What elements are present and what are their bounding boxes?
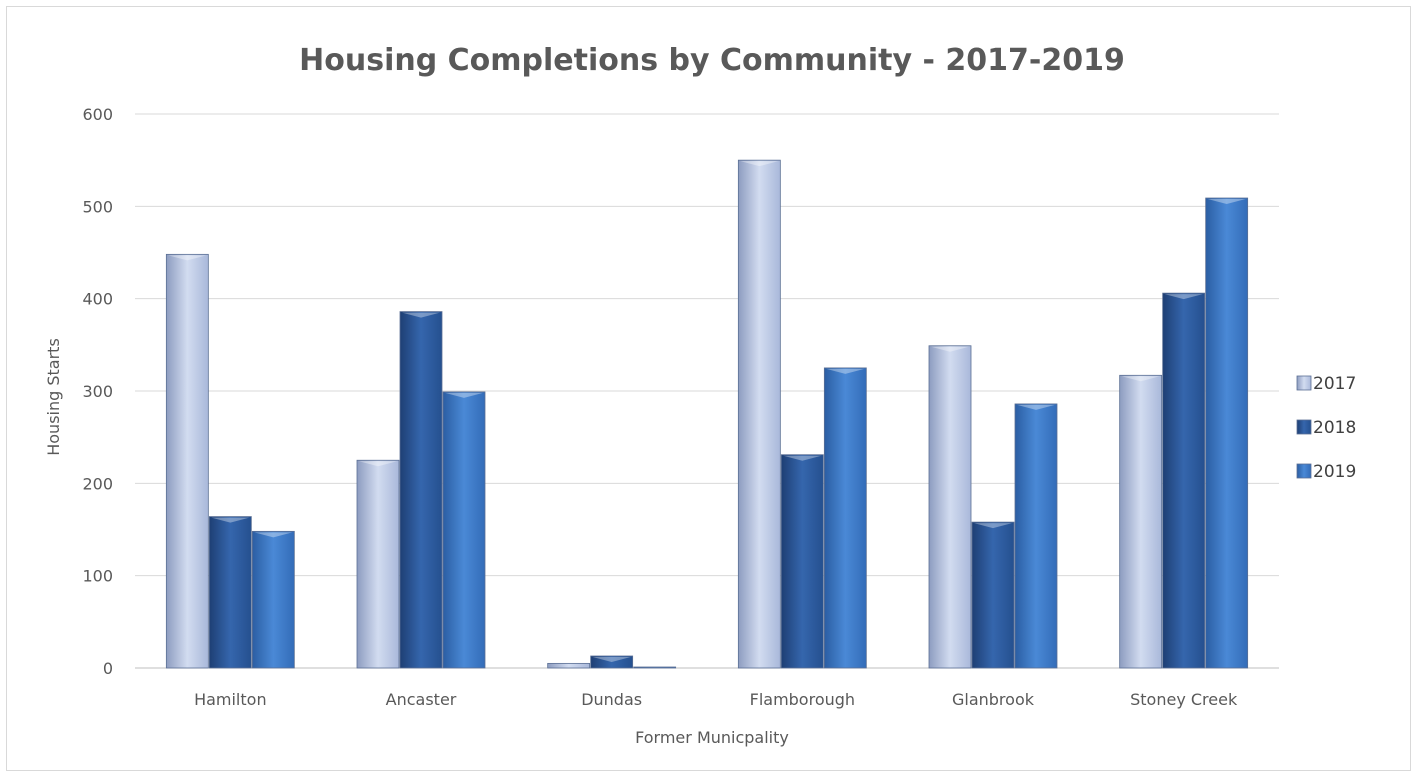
bar-glanbrook-2017 (928, 345, 972, 669)
legend: 2017 2018 2019 (1296, 374, 1356, 482)
bar (633, 666, 677, 669)
bar (442, 391, 486, 669)
bar-dundas-2017 (547, 662, 591, 669)
chart-title: Housing Completions by Community - 2017-… (299, 43, 1125, 78)
y-axis-title: Housing Starts (44, 338, 63, 456)
bar (823, 367, 867, 669)
bar-bevel (826, 368, 865, 374)
bar-bevel (254, 532, 293, 538)
legend-swatch (1296, 463, 1312, 479)
bar-dundas-2019 (633, 666, 677, 669)
y-axis-ticks: 0 100 200 300 400 500 600 (82, 105, 113, 678)
bar-stoney-creek-2019 (1205, 197, 1249, 669)
y-tick-label: 600 (82, 105, 113, 124)
bar-bevel (211, 517, 250, 523)
bar-bevel (359, 461, 397, 467)
legend-label: 2019 (1313, 462, 1356, 482)
x-tick-label: Glanbrook (952, 690, 1035, 709)
bar (1162, 292, 1206, 669)
x-axis-ticks: Hamilton Ancaster Dundas Flamborough Glanbro… (194, 690, 1238, 709)
x-tick-label: Hamilton (194, 690, 267, 709)
y-tick-label: 300 (82, 382, 113, 401)
bar (780, 454, 824, 669)
bar-stoney-creek-2017 (1119, 374, 1163, 669)
bar (165, 253, 209, 669)
bar-bevel (168, 255, 207, 261)
legend-item-2019: 2019 (1296, 462, 1356, 482)
bar (208, 516, 252, 669)
legend-item-2017: 2017 (1296, 374, 1356, 394)
bar-bevel (783, 455, 822, 461)
x-axis-title: Former Municpality (635, 728, 789, 747)
x-tick-label: Ancaster (386, 690, 457, 709)
x-tick-label: Dundas (581, 690, 642, 709)
bar-flamborough-2018 (780, 454, 824, 669)
chart-frame: Housing Completions by Community - 2017-… (6, 6, 1411, 771)
bar (737, 159, 781, 669)
bar-bevel (740, 161, 779, 167)
bar (356, 459, 400, 669)
bar (971, 521, 1015, 669)
legend-swatch (1296, 419, 1312, 435)
bar-hamilton-2017 (165, 253, 209, 669)
x-tick-label: Flamborough (750, 690, 855, 709)
bar (1014, 403, 1058, 669)
bar-glanbrook-2018 (971, 521, 1015, 669)
gridlines (135, 113, 1279, 669)
legend-item-2018: 2018 (1296, 418, 1356, 438)
bar-hamilton-2018 (208, 516, 252, 669)
y-tick-label: 0 (103, 659, 113, 678)
bar-flamborough-2019 (823, 367, 867, 669)
chart: Housing Completions by Community - 2017-… (44, 43, 1356, 747)
legend-swatch (1296, 375, 1312, 391)
bar-bevel (1164, 294, 1203, 300)
bar-bevel (1017, 404, 1055, 410)
bar-ancaster-2019 (442, 391, 486, 669)
bar-dundas-2018 (590, 655, 634, 669)
bar-ancaster-2018 (399, 311, 443, 669)
bar-bevel (1207, 199, 1246, 205)
bar (399, 311, 443, 669)
y-tick-label: 400 (82, 290, 113, 309)
y-tick-label: 100 (82, 567, 113, 586)
x-tick-label: Stoney Creek (1130, 690, 1238, 709)
bar-glanbrook-2019 (1014, 403, 1058, 669)
bar (1205, 197, 1249, 669)
bar (928, 345, 972, 669)
y-tick-label: 500 (82, 197, 113, 216)
legend-label: 2018 (1313, 418, 1356, 438)
y-tick-label: 200 (82, 474, 113, 493)
bar (251, 530, 295, 669)
bar-hamilton-2019 (251, 530, 295, 669)
bar-bevel (931, 346, 969, 352)
bar-stoney-creek-2018 (1162, 292, 1206, 669)
bar-flamborough-2017 (737, 159, 781, 669)
legend-label: 2017 (1313, 374, 1356, 394)
bar-bevel (402, 312, 440, 318)
bar (590, 655, 634, 669)
bars (165, 159, 1249, 669)
bar-ancaster-2017 (356, 459, 400, 669)
bar-bevel (1121, 376, 1160, 382)
bar-bevel (974, 523, 1012, 529)
bar (547, 662, 591, 669)
bar-bevel (445, 392, 483, 398)
bar (1119, 374, 1163, 669)
bar-bevel (592, 656, 631, 662)
